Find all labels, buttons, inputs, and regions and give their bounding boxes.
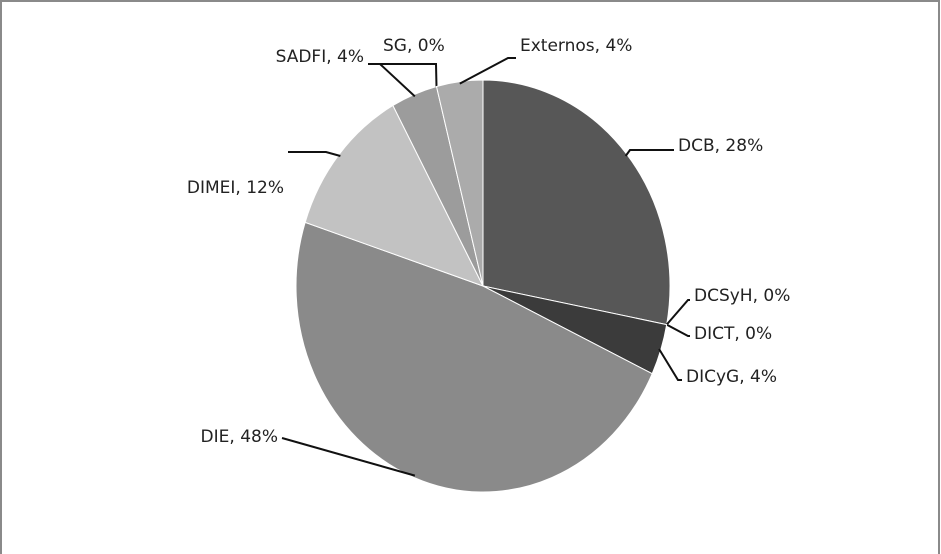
data-label: SG, 0% (383, 36, 445, 56)
leader-line (281, 437, 416, 477)
data-label: DCB, 28% (678, 136, 763, 156)
data-label: SADFI, 4% (276, 47, 364, 67)
data-label: DCSyH, 0% (694, 286, 790, 306)
leader-line (666, 323, 690, 337)
data-label: DIMEI, 12% (187, 178, 284, 198)
pie-slice (435, 79, 484, 287)
leader-line (459, 57, 516, 85)
data-label: DIE, 48% (201, 427, 278, 447)
pie-slice (295, 221, 653, 493)
leader-line (624, 149, 674, 157)
leader-line (665, 299, 690, 326)
data-label: DICyG, 4% (686, 367, 777, 387)
leader-line (288, 151, 341, 157)
leader-line (658, 348, 682, 381)
leader-line (379, 63, 438, 87)
data-label: Externos, 4% (520, 36, 632, 56)
data-label: DICT, 0% (694, 324, 772, 344)
